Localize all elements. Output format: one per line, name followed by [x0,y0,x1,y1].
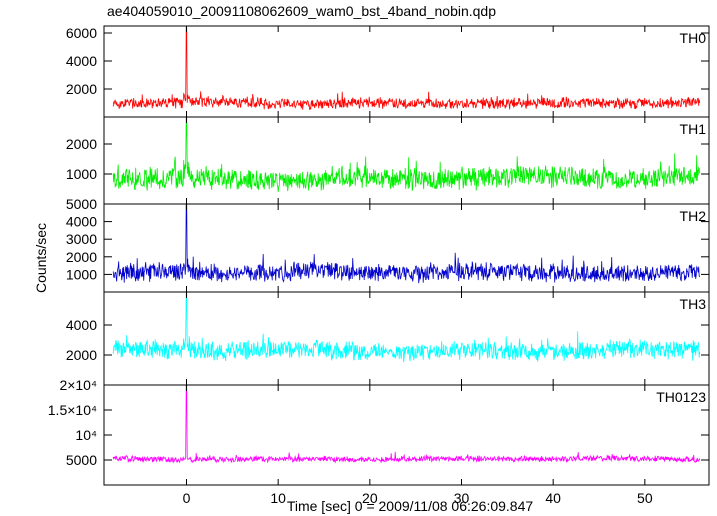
y-tick-label: 6000 [66,25,97,41]
panel-th1: 1000 2000 TH1 [66,116,710,205]
y-tick-label: 10⁴ [75,427,97,443]
panel-frame [103,291,710,386]
y-tick-label: 4000 [66,317,97,333]
series-line-th2 [112,203,701,284]
y-tick-label: 4000 [66,214,97,230]
y-tick-label: 5000 [66,196,97,212]
x-tick-label: 20 [362,490,378,506]
series-line-th3 [112,291,701,363]
panel-th0: 2000 4000 6000 TH0 [66,25,710,118]
y-axis-label: Counts/sec [33,223,49,293]
panel-label: TH3 [680,296,707,312]
panel-frame [103,203,710,293]
series-line-th0123 [112,384,701,464]
x-tick-label: 40 [545,490,561,506]
y-tick-label: 1000 [66,266,97,282]
y-tick-label: 1.5×10⁴ [48,402,97,418]
panel-th3: 2000 4000 TH3 [66,291,710,386]
y-tick-label: 2000 [66,249,97,265]
y-tick-label: 5000 [66,452,97,468]
y-tick-label: 3000 [66,231,97,247]
panel-label: TH0 [680,30,707,46]
x-tick-label: 50 [637,490,653,506]
y-tick-label: 2×10⁴ [59,377,97,393]
y-tick-label: 1000 [66,166,97,182]
panel-label: TH0123 [656,389,706,405]
x-tick-label: 30 [454,490,470,506]
series-line-th1 [112,116,701,193]
y-tick-label: 2000 [66,347,97,363]
x-tick-label: 0 [183,490,191,506]
x-tick-label: 10 [270,490,286,506]
panel-label: TH2 [680,208,707,224]
panel-th0123: 5000 10⁴ 1.5×10⁴ 2×10⁴ TH0123 [48,377,710,486]
panel-frame [103,116,710,205]
y-tick-label: 2000 [66,81,97,97]
y-tick-label: 2000 [66,136,97,152]
series-line-th0 [112,27,701,110]
panel-frame [103,384,710,486]
chart-title: ae404059010_20091108062609_wam0_bst_4ban… [107,3,496,19]
x-axis-label: Time [sec] 0 = 2009/11/08 06:26:09.847 [287,498,534,514]
y-tick-label: 4000 [66,53,97,69]
panel-label: TH1 [680,121,707,137]
